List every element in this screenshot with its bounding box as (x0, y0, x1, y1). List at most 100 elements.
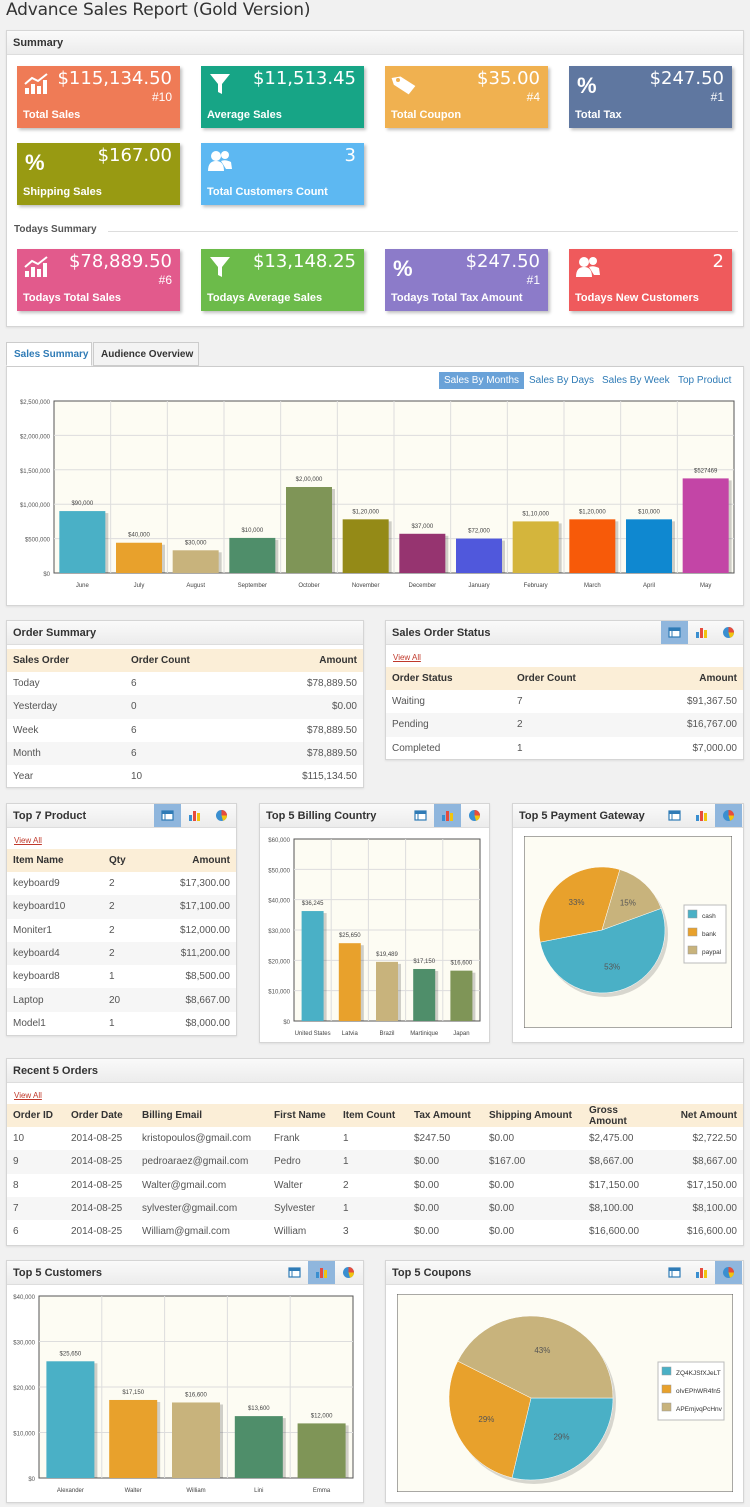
row-link[interactable]: 6 (13, 1226, 19, 1238)
tile-value: $115,134.50 (57, 68, 172, 89)
bar[interactable] (450, 970, 473, 1021)
summary-tile[interactable]: % $247.50 #1 Total Tax (569, 66, 732, 128)
pie-slice[interactable] (448, 1360, 532, 1479)
pie-slice[interactable] (601, 869, 662, 931)
row-link[interactable]: Model1 (13, 1017, 46, 1029)
pie-slice[interactable] (457, 1315, 614, 1399)
row-link[interactable]: Week (13, 724, 39, 736)
bar[interactable] (172, 1402, 220, 1478)
filter-sales-by-week[interactable]: Sales By Week (602, 375, 670, 386)
bar-chart-icon[interactable] (688, 1261, 715, 1284)
row-link[interactable]: keyboard10 (7, 895, 103, 919)
bar[interactable] (59, 511, 106, 573)
row-link[interactable]: Moniter1 (13, 924, 52, 936)
bar[interactable] (569, 519, 616, 573)
filter-sales-by-months[interactable]: Sales By Months (439, 372, 525, 389)
bar[interactable] (116, 542, 162, 573)
pie-chart-icon[interactable] (208, 804, 235, 827)
summary-tile[interactable]: $35.00 #4 Total Coupon (385, 66, 548, 128)
filter-sales-by-days[interactable]: Sales By Days (529, 375, 595, 386)
row-link[interactable]: Sylvester (268, 1196, 337, 1221)
row-link[interactable]: 7 (7, 1196, 65, 1221)
bar[interactable] (172, 550, 219, 573)
summary-tile[interactable]: % $167.00 Shipping Sales (17, 143, 180, 205)
table-view-icon[interactable] (154, 804, 181, 827)
bar[interactable] (229, 537, 276, 573)
tab-audience-overview[interactable]: Audience Overview (93, 342, 199, 366)
bar-chart-icon[interactable] (688, 804, 715, 827)
row-link[interactable]: Today (13, 678, 40, 690)
view-all-link[interactable]: View All (14, 1091, 42, 1100)
row-link[interactable]: Yesterday (7, 695, 125, 719)
bar[interactable] (46, 1361, 95, 1478)
pie-chart-icon[interactable] (715, 1261, 742, 1284)
bar[interactable] (301, 911, 324, 1021)
row-link[interactable]: Waiting (392, 696, 425, 708)
row-link[interactable]: Year (13, 771, 34, 783)
table-cell: $0.00 (489, 1179, 515, 1191)
table-view-icon[interactable] (661, 1261, 688, 1284)
row-link[interactable]: Walter (274, 1179, 303, 1191)
tab-sales-summary[interactable]: Sales Summary (6, 342, 92, 366)
row-link[interactable]: Pedro (268, 1150, 337, 1174)
view-all-link[interactable]: View All (393, 653, 421, 662)
bar[interactable] (682, 478, 729, 573)
pie-chart-icon[interactable] (715, 621, 742, 644)
bar[interactable] (286, 487, 332, 573)
todays-tile[interactable]: $78,889.50 #6 Todays Total Sales (17, 249, 180, 311)
row-link[interactable]: 9 (7, 1150, 65, 1174)
row-link[interactable]: Completed (392, 742, 441, 754)
pie-chart-icon[interactable] (715, 804, 742, 827)
bar[interactable] (512, 521, 559, 573)
table-view-icon[interactable] (407, 804, 434, 827)
row-link[interactable]: William (274, 1226, 307, 1238)
bar[interactable] (626, 519, 672, 573)
pie-chart-icon[interactable] (335, 1261, 362, 1284)
bar-chart-icon[interactable] (688, 621, 715, 644)
row-link[interactable]: Pending (386, 713, 511, 737)
row-link[interactable]: keyboard8 (13, 971, 60, 983)
pie-slice[interactable] (511, 1397, 614, 1481)
table-view-icon[interactable] (661, 804, 688, 827)
bar[interactable] (413, 968, 436, 1021)
row-link[interactable]: William@gmail.com (142, 1226, 230, 1238)
row-link[interactable]: Laptop (7, 988, 103, 1012)
filter-top-product[interactable]: Top Product (678, 375, 732, 386)
bar-chart-icon[interactable] (434, 804, 461, 827)
bar[interactable] (109, 1399, 158, 1478)
pie-slice[interactable] (539, 908, 666, 994)
row-link[interactable]: keyboard4 (7, 941, 103, 966)
row-link[interactable]: 10 (13, 1133, 25, 1145)
summary-tile[interactable]: $11,513.45 Average Sales (201, 66, 364, 128)
table-view-icon[interactable] (661, 621, 688, 644)
bar-chart-icon[interactable] (308, 1261, 335, 1284)
row-link[interactable]: Month (7, 741, 125, 766)
row-link[interactable]: 8 (13, 1179, 19, 1191)
view-all-link[interactable]: View All (14, 836, 42, 845)
pie-slice[interactable] (538, 866, 621, 943)
summary-tile[interactable]: $115,134.50 #10 Total Sales (17, 66, 180, 128)
row-link[interactable]: kristopoulos@gmail.com (142, 1133, 252, 1145)
todays-summary-title: Todays Summary (14, 224, 97, 235)
todays-tile[interactable]: % $247.50 #1 Todays Total Tax Amount (385, 249, 548, 311)
row-link[interactable]: sylvester@gmail.com (136, 1196, 268, 1221)
bar-chart-icon[interactable] (181, 804, 208, 827)
summary-tile[interactable]: 3 Total Customers Count (201, 143, 364, 205)
row-link[interactable]: Frank (274, 1133, 300, 1145)
table-view-icon[interactable] (281, 1261, 308, 1284)
page-title: Advance Sales Report (Gold Version) (6, 0, 311, 20)
bar[interactable] (376, 961, 398, 1021)
table-cell: $0.00 (414, 1226, 440, 1238)
pie-chart-icon[interactable] (461, 804, 488, 827)
row-link[interactable]: Walter@gmail.com (142, 1179, 227, 1191)
bar[interactable] (399, 533, 446, 573)
bar[interactable] (297, 1423, 346, 1478)
bar[interactable] (456, 538, 502, 573)
bar[interactable] (338, 943, 361, 1021)
todays-tile[interactable]: $13,148.25 Todays Average Sales (201, 249, 364, 311)
row-link[interactable]: pedroaraez@gmail.com (136, 1150, 268, 1174)
todays-tile[interactable]: 2 Todays New Customers (569, 249, 732, 311)
row-link[interactable]: keyboard9 (13, 878, 60, 890)
bar[interactable] (342, 519, 389, 573)
bar[interactable] (234, 1416, 283, 1478)
